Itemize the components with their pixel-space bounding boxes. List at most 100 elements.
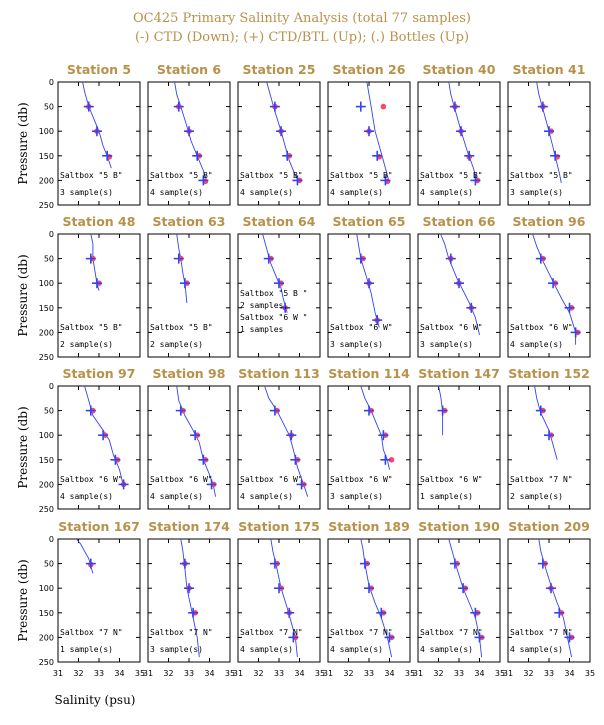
x-tick-label: 34 xyxy=(384,669,394,678)
station-panel: Station 175 31 32 33 34 35 Saltbox "7 N" 4 samp… xyxy=(233,519,325,678)
saltbox-annotation: Saltbox "5 B" xyxy=(150,323,213,332)
station-panel: Station 5 0 50 100 150 200 250 Saltbox "5 B" 3 s… xyxy=(39,62,141,210)
y-axis-label: Pressure (db) xyxy=(16,102,30,184)
station-panel: Station 167 0 50 100 150 200 250 31 32 33 34 35 Salt… xyxy=(39,519,145,678)
station-title: Station 152 xyxy=(508,366,590,381)
y-tick-label: 0 xyxy=(49,78,54,87)
ctd-up-marker xyxy=(470,175,481,186)
title-line-1: OC425 Primary Salinity Analysis (total 7… xyxy=(132,11,471,26)
saltbox-annotation: 3 sample(s) xyxy=(330,340,383,349)
station-panel: Station 65 Saltbox "6 W" 3 sample(s) xyxy=(327,214,411,358)
ctd-up-marker xyxy=(286,430,297,441)
ctd-up-marker xyxy=(269,405,280,416)
ctd-up-marker xyxy=(470,607,481,618)
station-title: Station 209 xyxy=(508,519,590,534)
y-tick-label: 250 xyxy=(39,505,54,514)
ctd-up-marker xyxy=(544,430,554,441)
plot-frame xyxy=(57,233,141,358)
plot-frame xyxy=(327,81,411,206)
saltbox-annotation: 1 samples xyxy=(240,325,284,334)
station-title: Station 174 xyxy=(148,519,230,534)
ctd-up-marker xyxy=(173,101,184,112)
x-tick-label: 31 xyxy=(413,669,423,678)
station-panel: Station 152 Saltbox "7 N" 2 sample(s) xyxy=(507,366,591,510)
x-tick-label: 33 xyxy=(454,669,464,678)
y-tick-label: 0 xyxy=(49,230,54,239)
plot-frame xyxy=(417,233,501,358)
plot-frame xyxy=(327,233,411,358)
plot-frame xyxy=(237,81,321,206)
y-tick-label: 250 xyxy=(39,658,54,667)
plot-frame xyxy=(327,385,411,510)
station-panel: Station 64 Saltbox "5 B " 2 samples, Saltbo… xyxy=(237,214,321,358)
saltbox-annotation: 4 sample(s) xyxy=(240,645,293,654)
station-panel: Station 190 31 32 33 34 35 Saltbox "7 N" 4 samp… xyxy=(413,519,505,678)
ctd-up-marker xyxy=(179,558,190,569)
ctd-up-marker xyxy=(85,253,96,264)
saltbox-annotation: Saltbox "5 B" xyxy=(60,171,123,180)
x-tick-label: 32 xyxy=(163,669,173,678)
x-tick-label: 35 xyxy=(495,669,505,678)
ctd-up-marker xyxy=(546,583,557,594)
ctd-up-marker xyxy=(380,175,391,186)
saltbox-annotation: Saltbox "7 N" xyxy=(150,628,213,637)
saltbox-annotation: 4 sample(s) xyxy=(330,645,383,654)
saltbox-annotation: Saltbox "5 B " xyxy=(240,289,307,298)
ctd-up-marker xyxy=(110,454,121,465)
station-title: Station 96 xyxy=(513,214,586,229)
ctd-up-marker xyxy=(274,278,284,289)
ctd-up-marker xyxy=(554,607,565,618)
ctd-up-marker xyxy=(376,607,387,618)
plot-frame xyxy=(507,233,591,358)
saltbox-annotation: 4 sample(s) xyxy=(240,188,293,197)
y-tick-label: 50 xyxy=(44,560,54,569)
plot-frame xyxy=(417,385,501,510)
y-tick-label: 50 xyxy=(44,255,54,264)
x-tick-label: 35 xyxy=(315,669,325,678)
y-tick-label: 200 xyxy=(39,480,54,489)
x-tick-label: 35 xyxy=(405,669,415,678)
x-axis-label: Salinity (psu) xyxy=(55,693,136,707)
saltbox-annotation: Saltbox "5 B" xyxy=(150,171,213,180)
station-panel: Station 174 31 32 33 34 35 Saltbox "7 N" 3 samp… xyxy=(143,519,235,678)
y-tick-label: 200 xyxy=(39,328,54,337)
ctd-up-marker xyxy=(454,278,464,289)
station-title: Station 167 xyxy=(58,519,140,534)
saltbox-annotation: Saltbox "7 N" xyxy=(420,628,483,637)
ctd-up-marker xyxy=(474,632,485,643)
ctd-up-marker xyxy=(537,101,548,112)
station-panel: Station 189 31 32 33 34 35 Saltbox "7 N" 4 samp… xyxy=(323,519,415,678)
saltbox-annotation: Saltbox "5 B" xyxy=(330,171,393,180)
station-title: Station 48 xyxy=(63,214,136,229)
x-tick-label: 34 xyxy=(114,669,124,678)
ctd-up-marker xyxy=(263,253,274,264)
station-panel: Station 113 Saltbox "6 W" 4 sample(s) xyxy=(237,366,321,510)
bottle-point xyxy=(380,103,387,110)
plot-frame xyxy=(57,538,141,663)
saltbox-annotation: Saltbox "7 N" xyxy=(510,475,573,484)
x-tick-label: 34 xyxy=(564,669,574,678)
saltbox-annotation: 2 sample(s) xyxy=(510,492,563,501)
station-title: Station 5 xyxy=(67,62,131,77)
saltbox-annotation: 2 samples, xyxy=(240,301,288,310)
x-tick-label: 31 xyxy=(143,669,153,678)
station-title: Station 63 xyxy=(153,214,226,229)
x-tick-label: 31 xyxy=(233,669,243,678)
saltbox-annotation: Saltbox "7 N" xyxy=(330,628,393,637)
y-tick-label: 50 xyxy=(44,407,54,416)
saltbox-annotation: Saltbox "6 W" xyxy=(330,323,393,332)
y-tick-label: 200 xyxy=(39,633,54,642)
y-tick-label: 0 xyxy=(49,382,54,391)
station-panel: Station 26 Saltbox "5 B" 4 sample(s) xyxy=(327,62,411,206)
ctd-up-marker xyxy=(364,583,374,594)
ctd-up-marker xyxy=(284,607,295,618)
x-tick-label: 32 xyxy=(433,669,443,678)
ctd-up-marker xyxy=(384,632,395,643)
x-tick-label: 35 xyxy=(225,669,235,678)
ctd-up-marker xyxy=(372,315,383,326)
x-tick-label: 31 xyxy=(53,669,63,678)
saltbox-annotation: Saltbox "6 W" xyxy=(510,323,573,332)
ctd-profile-line xyxy=(538,538,573,658)
y-axis-label: Pressure (db) xyxy=(16,406,30,488)
